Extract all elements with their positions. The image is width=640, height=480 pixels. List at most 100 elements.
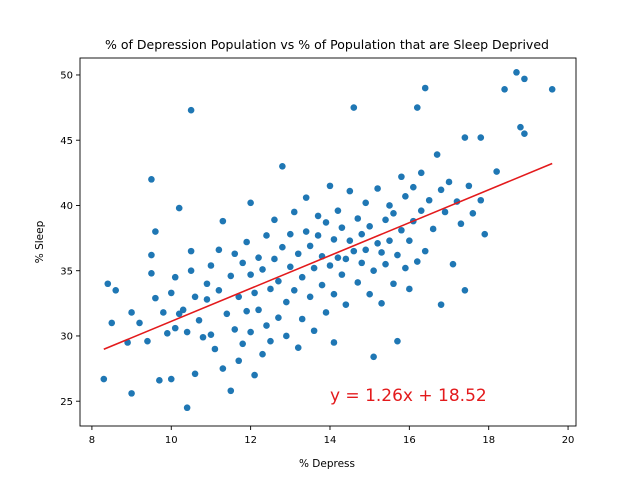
data-point (251, 289, 258, 297)
data-point (191, 293, 199, 301)
data-point (318, 281, 326, 289)
data-point (171, 324, 179, 332)
data-point (294, 344, 302, 352)
data-point (243, 238, 250, 246)
x-axis-label: % Depress (299, 458, 355, 470)
data-point (183, 404, 191, 412)
regression-line (103, 162, 553, 351)
data-point (211, 345, 219, 353)
data-point (171, 273, 179, 281)
data-point (445, 178, 453, 186)
data-point (128, 309, 135, 316)
data-point (386, 237, 393, 244)
data-point (259, 266, 266, 273)
data-point (398, 173, 405, 181)
data-point (521, 75, 528, 83)
y-tick-label: 30 (60, 332, 73, 343)
data-point (191, 370, 199, 378)
data-point (215, 246, 223, 254)
data-point (406, 285, 413, 293)
data-point (342, 301, 350, 308)
data-point (410, 183, 417, 191)
data-point (433, 151, 441, 158)
data-point (298, 315, 306, 323)
data-point (477, 196, 485, 204)
data-point (402, 264, 409, 272)
data-point (239, 340, 246, 348)
x-tick-label: 18 (482, 435, 495, 446)
x-tick-label: 20 (562, 435, 575, 446)
data-point (322, 219, 330, 226)
data-point (207, 262, 215, 269)
chart-title: % of Depression Population vs % of Popul… (105, 37, 549, 52)
data-point (283, 298, 290, 306)
data-point (362, 246, 369, 254)
data-point (298, 273, 306, 281)
data-point (290, 286, 298, 294)
data-point (302, 194, 310, 201)
data-point (346, 237, 354, 244)
y-tick-label: 45 (60, 136, 73, 147)
data-point (306, 293, 314, 301)
data-point (437, 186, 445, 194)
x-tick-label: 16 (403, 435, 416, 446)
data-point (378, 300, 385, 307)
x-tick-label: 14 (324, 435, 337, 446)
data-point (283, 332, 290, 340)
data-point (358, 259, 366, 267)
data-point (287, 263, 294, 271)
data-point (429, 225, 437, 233)
data-point (465, 182, 473, 190)
data-point (259, 350, 266, 358)
data-point (477, 134, 485, 141)
data-point (350, 104, 358, 111)
data-point (314, 212, 322, 220)
data-point (342, 255, 350, 263)
data-point (263, 322, 270, 329)
data-point (255, 306, 262, 314)
regression-equation-label: y = 1.26x + 18.52 (330, 386, 487, 406)
data-point (187, 247, 195, 255)
data-point (346, 187, 354, 195)
data-point (148, 176, 155, 183)
data-point (457, 220, 465, 228)
data-point (437, 301, 445, 308)
data-point (314, 232, 322, 239)
data-point (235, 293, 243, 301)
data-point (203, 280, 211, 288)
data-point (417, 207, 425, 214)
data-point (247, 199, 254, 207)
data-point (227, 272, 235, 280)
data-point (199, 333, 207, 341)
data-point (275, 314, 282, 321)
data-point (310, 327, 318, 335)
data-point (548, 86, 556, 93)
x-tick-label: 12 (244, 435, 257, 446)
data-point (235, 357, 243, 365)
data-point (394, 251, 401, 259)
data-point (152, 294, 159, 302)
data-point (175, 204, 183, 212)
data-point (279, 243, 286, 251)
data-point (112, 286, 120, 294)
data-point (370, 353, 377, 361)
data-point (406, 237, 413, 244)
y-tick-label: 25 (60, 397, 73, 408)
data-point (358, 230, 366, 238)
data-point (108, 319, 116, 327)
y-tick-label: 35 (60, 266, 73, 277)
data-point (382, 260, 389, 268)
data-point (160, 309, 167, 316)
data-point (223, 310, 231, 318)
data-point (263, 232, 270, 239)
data-point (267, 285, 274, 293)
data-point (310, 264, 318, 272)
data-point (441, 208, 449, 216)
data-point (501, 86, 508, 93)
data-point (187, 106, 195, 114)
data-point (215, 286, 223, 294)
data-point (330, 236, 338, 243)
data-point (354, 215, 362, 222)
data-point (394, 337, 401, 345)
data-point (374, 240, 381, 247)
